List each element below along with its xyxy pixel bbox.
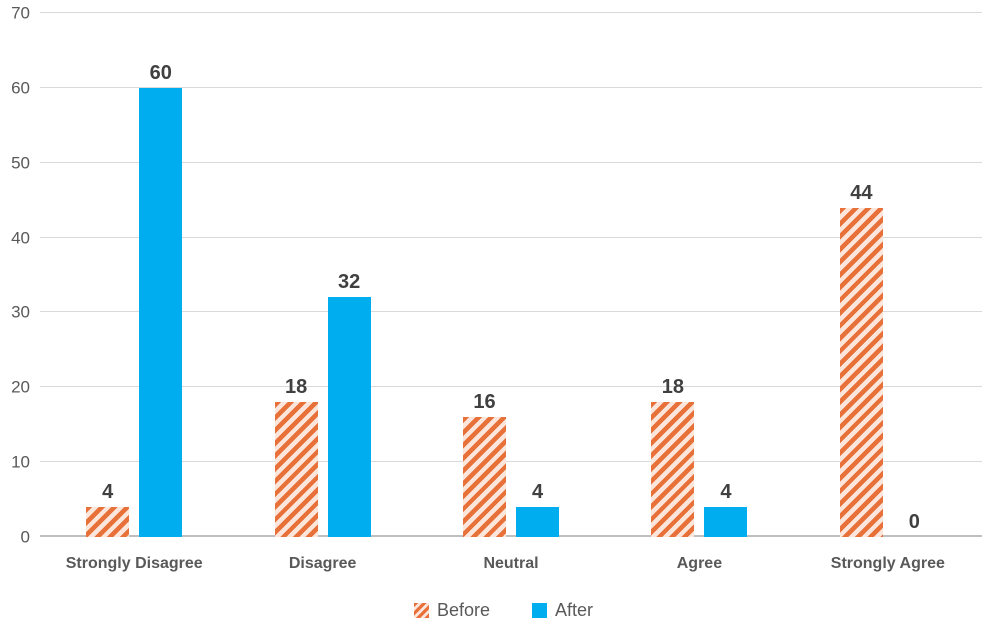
gridline-40 [40,236,982,238]
bar-after-agree: 4 [704,482,748,537]
category-label-strongly-disagree: Strongly Disagree [65,555,203,572]
y-tick-label-50: 50 [11,153,30,173]
x-axis-line [40,535,982,537]
category-group-disagree: 18 32 [228,13,416,537]
x-axis: Strongly Disagree Disagree Neutral Agree Str… [40,552,982,576]
bar-groups: 4 60 18 32 16 4 18 4 44 0 [40,13,982,537]
plot-area: 4 60 18 32 16 4 18 4 44 0 [40,12,982,537]
category-group-agree: 18 4 [605,13,793,537]
y-tick-label-10: 10 [11,452,30,472]
data-label-after-disagree: 32 [337,271,361,294]
data-label-before-agree: 18 [661,376,685,399]
category-group-strongly-agree: 44 0 [794,13,982,537]
data-label-after-strongly-agree: 0 [908,511,920,533]
category-label-neutral: Neutral [483,555,539,572]
bar-before-neutral: 16 [463,392,507,537]
y-tick-label-20: 20 [11,377,30,397]
y-axis: 0 10 20 30 40 50 60 70 [0,5,34,546]
category-label-agree: Agree [676,555,723,572]
legend: Before After [0,598,985,622]
bar-after-neutral: 4 [516,482,560,537]
legend-item-after: After [532,601,593,619]
data-label-after-agree: 4 [720,481,732,504]
data-label-before-disagree: 18 [284,376,308,399]
gridline-60 [40,86,982,88]
bar-before-agree: 18 [651,377,695,537]
category-label-disagree: Disagree [288,555,357,572]
bar-after-disagree: 32 [327,272,371,537]
bar-before-strongly-agree: 44 [839,183,883,537]
data-label-before-strongly-agree: 44 [850,181,873,204]
gridline-20 [40,386,982,388]
category-group-neutral: 16 4 [417,13,605,537]
y-tick-label-40: 40 [11,228,30,248]
gridline-30 [40,311,982,313]
data-label-after-neutral: 4 [531,481,544,504]
data-label-after-strongly-disagree: 60 [149,61,172,84]
y-tick-label-30: 30 [11,302,30,322]
legend-swatch-after-icon [532,602,548,618]
legend-label-before: Before [436,600,491,620]
legend-label-after: After [555,600,594,620]
legend-swatch-before-icon [413,602,429,618]
category-group-strongly-disagree: 4 60 [40,13,228,537]
gridline-10 [40,461,982,463]
y-tick-label-60: 60 [11,78,30,98]
y-tick-label-70: 70 [11,3,30,23]
gridline-70 [40,12,982,13]
y-tick-label-0: 0 [20,527,30,547]
data-label-before-strongly-disagree: 4 [102,481,114,504]
legend-item-before: Before [413,600,491,620]
gridline-50 [40,161,982,163]
bar-before-strongly-disagree: 4 [86,482,130,537]
data-label-before-neutral: 16 [473,391,496,414]
bar-after-strongly-disagree: 60 [139,63,183,537]
category-label-strongly-agree: Strongly Agree [830,555,945,572]
bar-before-disagree: 18 [274,377,318,537]
